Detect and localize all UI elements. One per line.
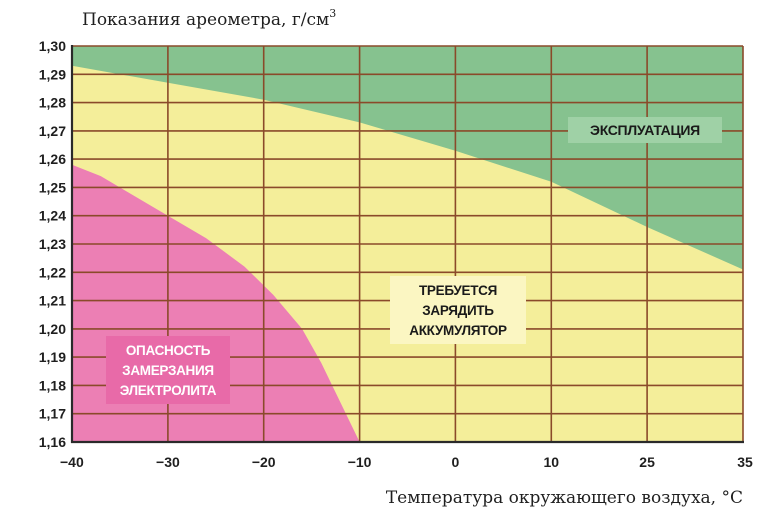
region-label-line: ОПАСНОСТЬ [126, 343, 211, 358]
region-label-box [106, 336, 230, 404]
x-tick-label: 0 [452, 454, 460, 470]
region-label-danger: ОПАСНОСТЬ ЗАМЕРЗАНИЯ ЭЛЕКТРОЛИТА [106, 336, 230, 404]
region-label-line: ЗАРЯДИТЬ [422, 303, 494, 318]
y-tick-label: 1,28 [39, 95, 66, 111]
region-label-line: ТРЕБУЕТСЯ [419, 283, 497, 298]
y-tick-label: 1,21 [39, 293, 66, 309]
y-tick-label: 1,24 [39, 208, 66, 224]
axes [70, 45, 744, 444]
y-tick-label: 1,17 [39, 406, 66, 422]
region-label-box [568, 117, 722, 143]
region-label-box [390, 276, 526, 344]
y-axis-title: Показания ареометра, г/см3 [82, 7, 336, 30]
x-tick-label: 35 [737, 454, 753, 470]
y-tick-label: 1,18 [39, 377, 66, 393]
region-label-operation: ЭКСПЛУАТАЦИЯ [568, 117, 722, 143]
x-tick-label: −20 [252, 454, 276, 470]
region-label-line: ЗАМЕРЗАНИЯ [122, 363, 214, 378]
y-tick-label: 1,22 [39, 264, 66, 280]
y-tick-label: 1,20 [39, 321, 66, 337]
y-tick-labels: 1,16 1,17 1,18 1,19 1,20 1,21 1,22 1,23 1,24 1,25… [39, 38, 66, 450]
x-axis-title: Температура окружающего воздуха, °С [386, 488, 743, 508]
x-tick-label: 10 [544, 454, 560, 470]
y-tick-label: 1,19 [39, 349, 66, 365]
x-tick-label: −30 [156, 454, 180, 470]
region-label-line: ЭЛЕКТРОЛИТА [120, 383, 217, 398]
region-label-line: АККУМУЛЯТОР [409, 323, 507, 338]
y-tick-label: 1,16 [39, 434, 66, 450]
x-tick-labels: −40 −30 −20 −10 0 10 25 35 [60, 454, 753, 470]
y-tick-label: 1,29 [39, 66, 66, 82]
y-tick-label: 1,26 [39, 151, 66, 167]
y-tick-label: 1,27 [39, 123, 66, 139]
x-tick-label: 25 [639, 454, 655, 470]
y-tick-label: 1,23 [39, 236, 66, 252]
region-label-charge: ТРЕБУЕТСЯ ЗАРЯДИТЬ АККУМУЛЯТОР [390, 276, 526, 344]
y-tick-label: 1,25 [39, 179, 66, 195]
region-labels: ОПАСНОСТЬ ЗАМЕРЗАНИЯ ЭЛЕКТРОЛИТА ТРЕБУЕТСЯ З… [106, 117, 722, 404]
x-tick-label: −40 [60, 454, 84, 470]
region-label-line: ЭКСПЛУАТАЦИЯ [590, 122, 700, 138]
y-tick-label: 1,30 [39, 38, 66, 54]
x-tick-label: −10 [348, 454, 372, 470]
